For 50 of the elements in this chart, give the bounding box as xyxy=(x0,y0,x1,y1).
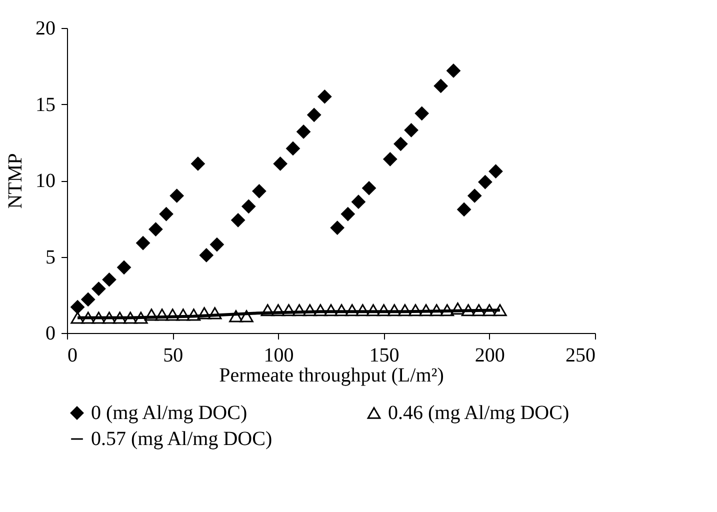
y-axis-title: NTMP xyxy=(4,153,26,209)
y-tick-label: 20 xyxy=(36,18,56,40)
point xyxy=(273,156,288,171)
point xyxy=(488,164,503,178)
x-tick-label: 200 xyxy=(474,344,505,366)
point xyxy=(404,123,418,138)
x-tick-label: 250 xyxy=(566,344,596,366)
point xyxy=(286,142,300,156)
point xyxy=(318,90,332,104)
point xyxy=(394,137,408,151)
point xyxy=(478,175,492,189)
x-tick-label: 100 xyxy=(264,344,294,366)
point xyxy=(170,188,184,203)
point xyxy=(341,207,355,221)
point xyxy=(330,220,344,235)
x-axis-title: Permeate throughput (L/m²) xyxy=(219,364,444,386)
point xyxy=(136,236,150,250)
point xyxy=(92,282,106,296)
point xyxy=(159,207,174,221)
point xyxy=(457,202,471,216)
point xyxy=(414,106,429,120)
point xyxy=(446,64,460,78)
x-tick-label: 0 xyxy=(68,344,78,366)
point xyxy=(231,213,245,228)
x-tick-label: 150 xyxy=(369,344,400,366)
point xyxy=(352,194,366,209)
point xyxy=(362,181,376,195)
point xyxy=(252,184,266,198)
point xyxy=(296,124,310,139)
point xyxy=(200,248,214,262)
point xyxy=(70,300,84,314)
point xyxy=(242,200,256,214)
point xyxy=(191,156,205,171)
legend-label: 0.57 (mg Al/mg DOC) xyxy=(91,428,272,450)
point xyxy=(307,108,321,122)
y-tick-label: 15 xyxy=(36,94,56,116)
point xyxy=(117,260,131,274)
point xyxy=(81,292,95,306)
x-tick-label: 50 xyxy=(163,344,184,366)
point xyxy=(434,79,448,93)
point xyxy=(468,188,482,203)
point xyxy=(148,222,163,236)
point xyxy=(210,238,224,252)
legend-label: 0.46 (mg Al/mg DOC) xyxy=(388,402,570,424)
y-tick-label: 10 xyxy=(36,170,56,192)
legend-label: 0 (mg Al/mg DOC) xyxy=(91,402,248,424)
y-tick-label: 5 xyxy=(46,246,56,268)
point xyxy=(102,272,116,286)
y-tick-label: 0 xyxy=(46,322,56,344)
point xyxy=(383,152,398,166)
